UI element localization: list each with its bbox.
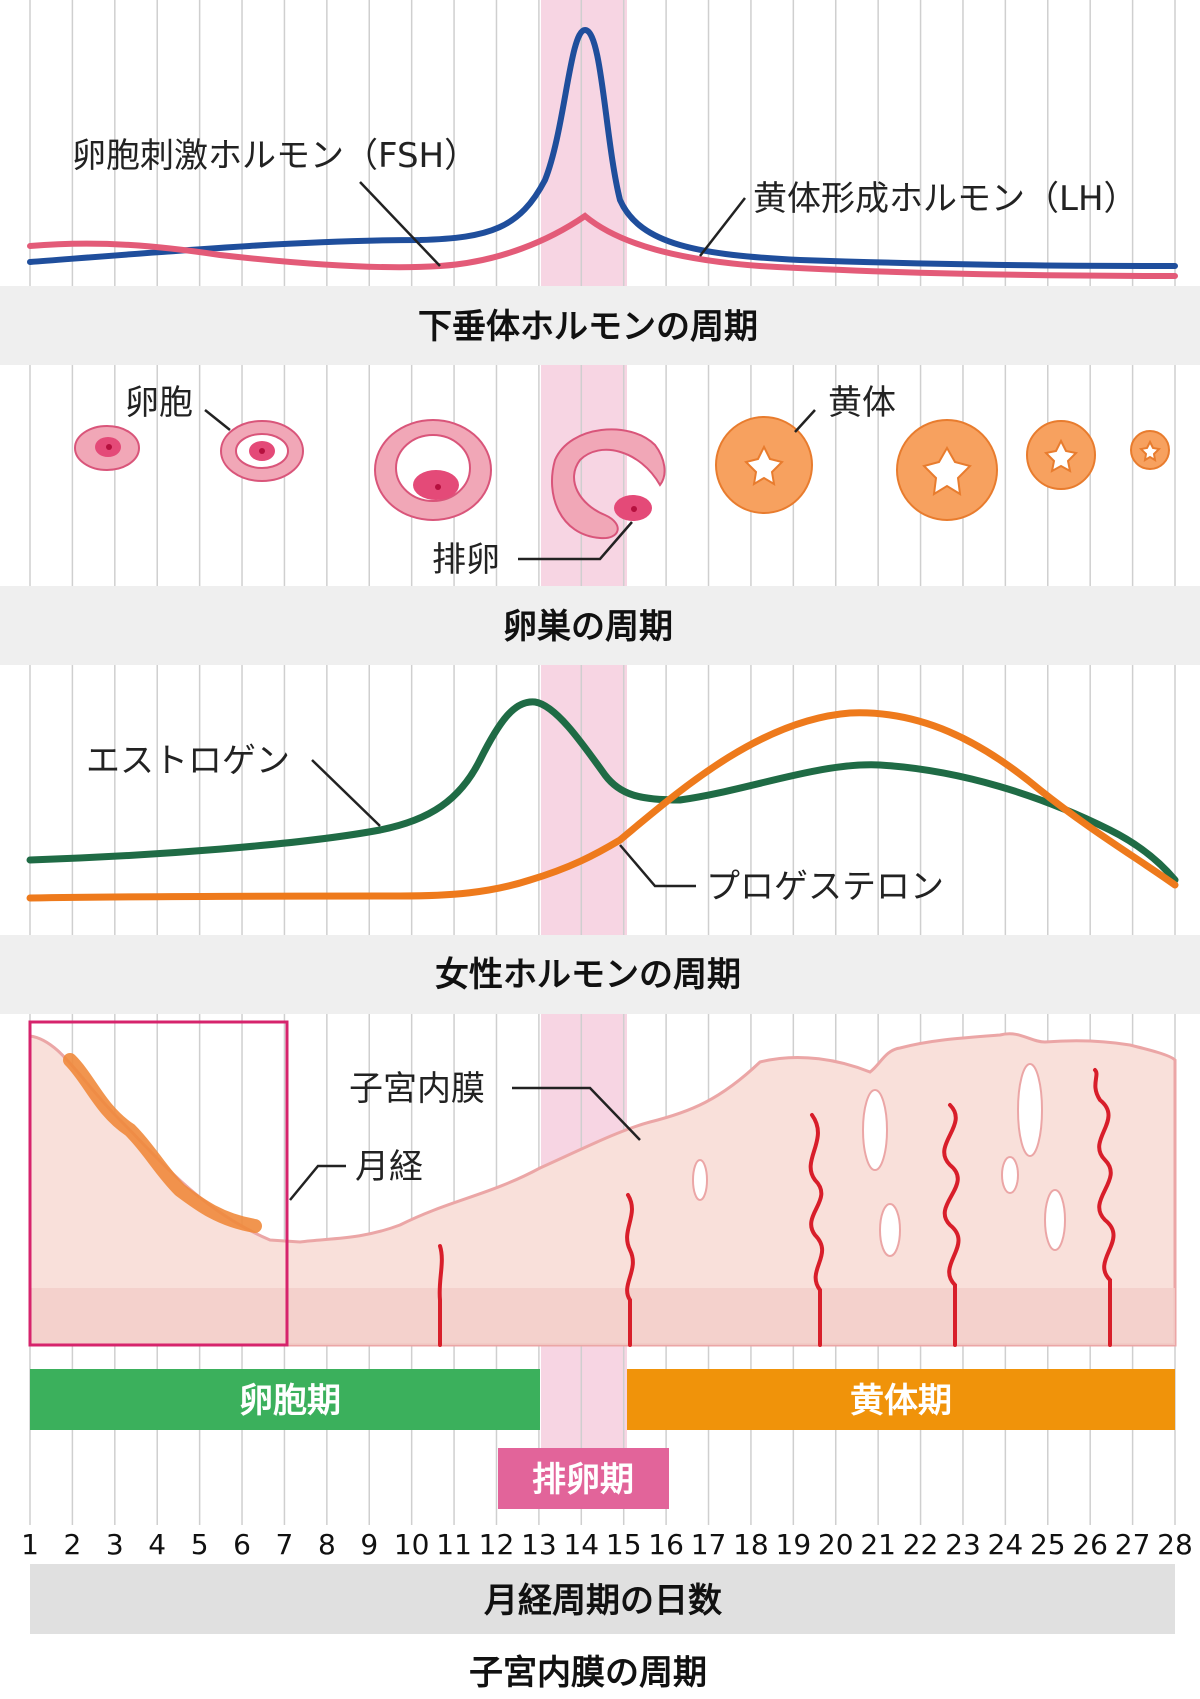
- female-hormone-section-title: 女性ホルモンの周期: [435, 955, 741, 995]
- menstruation-box: [28, 1020, 289, 1347]
- follicle-leader: [204, 409, 231, 431]
- ovary-section-title: 卵巣の周期: [503, 607, 673, 647]
- fsh-label: 卵胞刺激ホルモン（FSH）: [72, 136, 478, 176]
- day-label: 19: [776, 1528, 812, 1561]
- ruptured-follicle: [551, 428, 666, 540]
- endometrium-label: 子宮内膜: [349, 1069, 485, 1109]
- corpus-luteum-4: [1130, 430, 1170, 470]
- day-label: 16: [648, 1528, 684, 1561]
- day-label: 25: [1030, 1528, 1066, 1561]
- day-label: 8: [318, 1528, 336, 1561]
- day-label: 24: [988, 1528, 1024, 1561]
- menstruation-label: 月経: [355, 1147, 423, 1187]
- day-label: 21: [860, 1528, 896, 1561]
- day-label: 6: [233, 1528, 251, 1561]
- day-label: 20: [818, 1528, 854, 1561]
- ovary-section-bar: [0, 586, 1200, 665]
- progesterone-leader: [619, 844, 696, 888]
- menstrual-bleeding: [63, 1053, 262, 1233]
- ovary-illustration: 卵胞 黄体 排卵: [74, 383, 1170, 580]
- estrogen-leader: [311, 759, 381, 827]
- lh-leader: [699, 197, 746, 257]
- day-label: 27: [1115, 1528, 1151, 1561]
- pituitary-section-title: 下垂体ホルモンの周期: [418, 307, 758, 347]
- day-label: 22: [903, 1528, 939, 1561]
- day-label: 5: [191, 1528, 209, 1561]
- day-label: 10: [394, 1528, 430, 1561]
- day-label: 2: [63, 1528, 81, 1561]
- corpus-luteum-leader: [794, 409, 816, 433]
- lh-label: 黄体形成ホルモン（LH）: [753, 179, 1138, 219]
- pituitary-section-bar: [0, 286, 1200, 365]
- ovulatory-phase-bar: [498, 1448, 669, 1509]
- day-label: 28: [1157, 1528, 1193, 1561]
- days-axis-title: 月経周期の日数: [484, 1581, 722, 1621]
- pituitary-hormone-chart: 卵胞刺激ホルモン（FSH） 黄体形成ホルモン（LH）: [27, 26, 1178, 279]
- day-label: 23: [945, 1528, 981, 1561]
- corpus-luteum-1: [715, 416, 813, 514]
- fsh-curve: [27, 212, 1178, 279]
- lh-curve: [27, 26, 1178, 269]
- menstruation-leader: [289, 1164, 346, 1201]
- day-label: 4: [148, 1528, 166, 1561]
- estrogen-curve: [26, 698, 1179, 884]
- endometrium-section-title: 子宮内膜の周期: [469, 1653, 707, 1693]
- progesterone-label: プロゲステロン: [706, 867, 944, 907]
- follicular-phase-label: 卵胞期: [239, 1381, 341, 1421]
- day-label: 14: [563, 1528, 599, 1561]
- follicle-label: 卵胞: [125, 383, 193, 423]
- uterine-glands: [692, 1063, 1066, 1257]
- estrogen-label: エストロゲン: [86, 741, 290, 781]
- corpus-luteum-label: 黄体: [828, 383, 896, 423]
- follicular-phase-bar: [30, 1369, 540, 1430]
- progesterone-curve: [26, 709, 1179, 902]
- blood-vessels: [437, 1068, 1116, 1347]
- fsh-leader: [359, 181, 441, 267]
- endometrium-basal-layer: [30, 1288, 1175, 1345]
- day-label: 1: [21, 1528, 39, 1561]
- day-label: 17: [691, 1528, 727, 1561]
- endometrium-leader: [512, 1086, 641, 1141]
- day-label: 3: [106, 1528, 124, 1561]
- day-label: 9: [360, 1528, 378, 1561]
- day-label: 15: [606, 1528, 642, 1561]
- corpus-luteum-3: [1026, 420, 1096, 490]
- day-label: 18: [733, 1528, 769, 1561]
- ovulatory-phase-label: 排卵期: [532, 1460, 634, 1500]
- corpus-luteum-2: [896, 419, 998, 521]
- ovulation-leader: [518, 521, 633, 561]
- luteal-phase-label: 黄体期: [850, 1381, 952, 1421]
- luteal-phase-bar: [627, 1369, 1175, 1430]
- day-label: 26: [1072, 1528, 1108, 1561]
- female-hormone-section-bar: [0, 935, 1200, 1014]
- ovulation-label: 排卵: [432, 540, 500, 580]
- days-axis-section-bar: [30, 1564, 1175, 1634]
- female-hormone-chart: エストロゲン プロゲステロン: [26, 698, 1179, 907]
- day-label: 11: [436, 1528, 472, 1561]
- day-label: 12: [479, 1528, 515, 1561]
- day-labels: 1 2 3 4 5 6 7 8 9 10 11 12 13 14 15 16 17 18 19 20 21 22 23 24 2…: [21, 1528, 1193, 1561]
- endometrium-illustration: 子宮内膜 月経: [28, 1020, 1177, 1347]
- day-label: 13: [521, 1528, 557, 1561]
- day-label: 7: [276, 1528, 294, 1561]
